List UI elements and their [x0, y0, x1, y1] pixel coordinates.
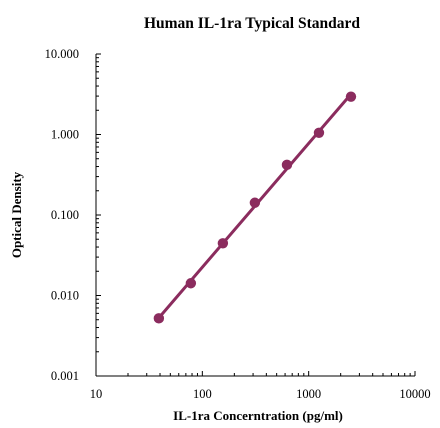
tick-labels: 0.001 0.010 0.100 1.000 10.000 10 100 1000 10000: [45, 47, 431, 401]
ticks: [95, 53, 416, 377]
x-tick-label: 100: [193, 387, 212, 401]
series-layer: [153, 91, 357, 324]
x-tick-label: 1000: [296, 387, 321, 401]
data-point: [249, 197, 261, 208]
y-tick-label: 1.000: [51, 128, 79, 142]
y-tick-label: 0.100: [51, 208, 79, 222]
x-axis-title: IL-1ra Concerntration (pg/ml): [173, 408, 343, 423]
data-point: [281, 159, 293, 171]
y-tick-label: 0.010: [51, 289, 79, 303]
y-axis-title: Optical Density: [9, 171, 24, 258]
x-tick-label: 10000: [399, 387, 430, 401]
data-point: [153, 313, 165, 324]
chart-title: Human IL-1ra Typical Standard: [144, 15, 360, 32]
x-tick-label: 10: [90, 387, 103, 401]
data-point: [313, 127, 325, 138]
data-point: [217, 238, 229, 249]
data-point: [345, 91, 357, 102]
axes: [95, 54, 415, 377]
y-tick-label: 0.001: [51, 369, 79, 383]
y-tick-label: 10.000: [45, 47, 79, 61]
data-point: [185, 278, 197, 289]
